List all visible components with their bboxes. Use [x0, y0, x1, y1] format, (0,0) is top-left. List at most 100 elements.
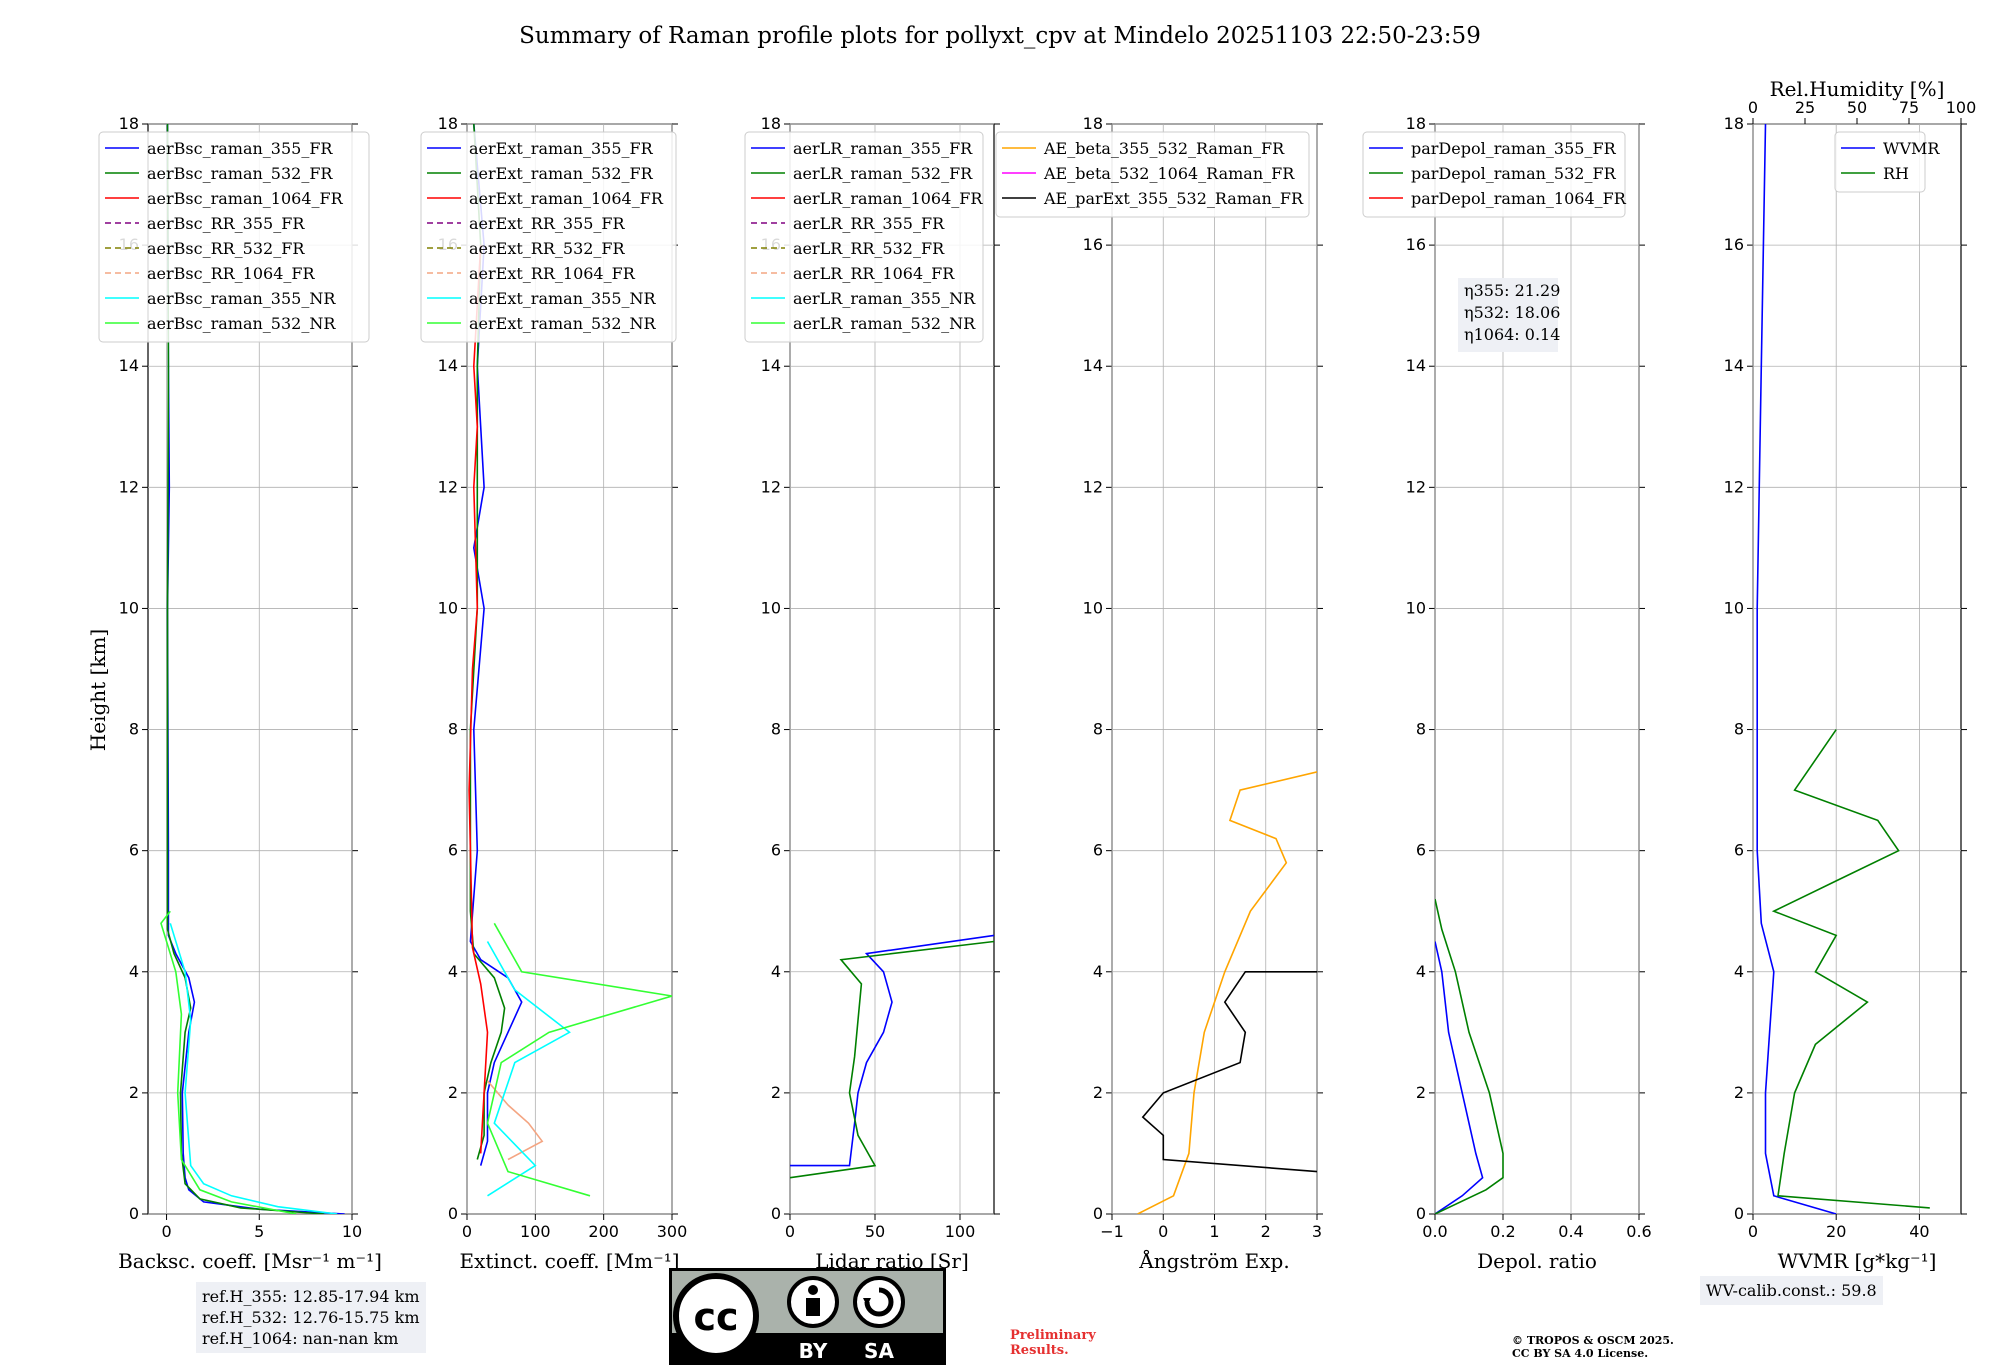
y-tick-label-bsc: 10 — [119, 598, 139, 617]
x-axis-label-bsc: Backsc. coeff. [Msr⁻¹ m⁻¹] — [118, 1249, 382, 1273]
copyright-line-1: © TROPOS & OSCM 2025. — [1512, 1334, 1674, 1347]
series-line-aerExt_raman_532_NR — [486, 922, 672, 1197]
ref-height-532: ref.H_532: 12.76-15.75 km — [202, 1308, 420, 1327]
y-tick-label-bsc: 2 — [129, 1083, 139, 1102]
y-tick-label-ext: 18 — [438, 114, 458, 133]
series-line-aerLR_raman_355_FR — [790, 934, 994, 1167]
legend-label-RH: RH — [1883, 164, 1909, 183]
y-tick-label-depol: 10 — [1406, 598, 1426, 617]
x-tick-label-wv: 20 — [1826, 1222, 1846, 1241]
x-tick-label-bsc: 10 — [342, 1222, 362, 1241]
y-tick-label-lr: 6 — [771, 841, 781, 860]
x-axis-label-ext: Extinct. coeff. [Mm⁻¹] — [459, 1249, 679, 1273]
panel-ext: 0246810121416180100200300Extinct. coeff.… — [420, 114, 687, 1273]
series-line-aerExt_RR_1064_FR — [486, 1080, 544, 1161]
series-line-AE_beta_355_532_Raman_FR — [1137, 771, 1317, 1214]
y-tick-label-lr: 2 — [771, 1083, 781, 1102]
y-tick-label-bsc: 12 — [119, 477, 139, 496]
legend-ext: aerExt_raman_355_FR aerExt_raman_532_FRae… — [420, 131, 677, 343]
y-tick-label-lr: 12 — [761, 477, 781, 496]
y-tick-label-depol: 14 — [1406, 356, 1426, 375]
wv-calib-const: WV-calib.const.: 59.8 — [1706, 1281, 1877, 1300]
legend-label-aerBsc_RR_355_FR: aerBsc_RR_355_FR — [147, 214, 305, 233]
series-group-wv — [1756, 124, 1930, 1214]
series-line-aerBsc_raman_532_NR — [160, 910, 297, 1214]
legend-label-aerBsc_raman_1064_FR: aerBsc_raman_1064_FR — [147, 189, 344, 208]
series-group-depol — [1435, 898, 1504, 1214]
y-tick-label-depol: 18 — [1406, 114, 1426, 133]
series-line-parDepol_raman_532_FR — [1435, 898, 1504, 1214]
legend-wv: WVMR RH — [1834, 131, 1940, 193]
ref-height-1064: ref.H_1064: nan-nan km — [202, 1329, 399, 1348]
y-tick-label-depol: 2 — [1416, 1083, 1426, 1102]
x-tick-label-ext: 200 — [588, 1222, 619, 1241]
y-tick-label-bsc: 14 — [119, 356, 139, 375]
y-tick-label-ext: 10 — [438, 598, 458, 617]
y-tick-label-bsc: 6 — [129, 841, 139, 860]
series-line-AE_parExt_355_532_Raman_FR — [1141, 970, 1317, 1173]
legend-label-aerLR_raman_532_NR: aerLR_raman_532_NR — [793, 314, 976, 333]
legend-box-depol — [1362, 131, 1626, 218]
y-tick-label-ext: 8 — [448, 720, 458, 739]
y-tick-label-ae: 14 — [1083, 356, 1103, 375]
y-tick-label-lr: 10 — [761, 598, 781, 617]
legend-label-aerExt_raman_355_FR: aerExt_raman_355_FR — [469, 139, 654, 158]
y-tick-label-wv: 12 — [1724, 477, 1744, 496]
x-tick-label-ext: 0 — [462, 1222, 472, 1241]
legend-label-aerBsc_raman_532_NR: aerBsc_raman_532_NR — [147, 314, 336, 333]
y-tick-label-lr: 8 — [771, 720, 781, 739]
series-group-bsc — [160, 124, 345, 1214]
legend-label-parDepol_raman_355_FR: parDepol_raman_355_FR — [1411, 139, 1617, 158]
legend-label-parDepol_raman_1064_FR: parDepol_raman_1064_FR — [1411, 189, 1627, 208]
wv-calib-box: WV-calib.const.: 59.8 — [1700, 1276, 1883, 1305]
axes-frame-wv — [1752, 123, 1962, 1215]
legend-label-AE_beta_532_1064_Raman_FR: AE_beta_532_1064_Raman_FR — [1043, 164, 1295, 183]
legend-label-aerExt_RR_1064_FR: aerExt_RR_1064_FR — [469, 264, 636, 283]
x-axis-label-wv: WVMR [g*kg⁻¹] — [1778, 1249, 1937, 1273]
panel-lr: 024681012141618050100Lidar ratio [Sr]aer… — [744, 114, 1000, 1273]
ref-height-355: ref.H_355: 12.85-17.94 km — [202, 1287, 420, 1306]
y-tick-label-ae: 0 — [1093, 1204, 1103, 1223]
series-line-aerExt_raman_355_NR — [486, 941, 571, 1197]
y-tick-label-wv: 18 — [1724, 114, 1744, 133]
copyright-note: © TROPOS & OSCM 2025. CC BY SA 4.0 Licen… — [1512, 1334, 1674, 1360]
eta-info-line: η355: 21.29 — [1464, 281, 1560, 300]
x-axis-label-ae: Ångström Exp. — [1138, 1248, 1289, 1273]
y-tick-label-wv: 8 — [1734, 720, 1744, 739]
y-tick-label-ae: 12 — [1083, 477, 1103, 496]
x-tick-label-depol: 0.2 — [1490, 1222, 1515, 1241]
y-tick-label-wv: 6 — [1734, 841, 1744, 860]
top-x-axis-label-wv: Rel.Humidity [%] — [1770, 77, 1945, 101]
top-x-tick-label-wv: 100 — [1946, 98, 1977, 117]
legend-lr: aerLR_raman_355_FR aerLR_raman_532_FR aerL… — [744, 131, 984, 343]
preliminary-line-2: Results. — [1010, 1343, 1069, 1358]
legend-label-aerExt_raman_532_FR: aerExt_raman_532_FR — [469, 164, 654, 183]
y-tick-label-wv: 16 — [1724, 235, 1744, 254]
top-x-tick-label-wv: 0 — [1748, 98, 1758, 117]
legend-box-ext — [420, 131, 677, 343]
legend-label-aerLR_RR_532_FR: aerLR_RR_532_FR — [793, 239, 945, 258]
top-x-tick-label-wv: 25 — [1795, 98, 1815, 117]
series-line-aerExt_raman_532_FR — [469, 124, 506, 1160]
series-line-aerExt_raman_355_FR — [469, 124, 523, 1166]
cc-icon — [673, 1273, 759, 1359]
legend-label-aerExt_RR_355_FR: aerExt_RR_355_FR — [469, 214, 626, 233]
legend-ae: AE_beta_355_532_Raman_FR AE_beta_532_1064… — [995, 131, 1310, 218]
y-tick-label-ae: 16 — [1083, 235, 1103, 254]
x-tick-label-lr: 0 — [785, 1222, 795, 1241]
legend-label-aerLR_raman_355_FR: aerLR_raman_355_FR — [793, 139, 973, 158]
series-line-RH — [1771, 729, 1930, 1209]
top-x-tick-label-wv: 75 — [1899, 98, 1919, 117]
legend-label-aerExt_raman_1064_FR: aerExt_raman_1064_FR — [469, 189, 664, 208]
series-line-WVMR — [1756, 124, 1837, 1214]
y-tick-label-wv: 10 — [1724, 598, 1744, 617]
series-line-aerExt_raman_1064_FR — [468, 245, 489, 1154]
y-tick-label-wv: 0 — [1734, 1204, 1744, 1223]
y-tick-label-depol: 0 — [1416, 1204, 1426, 1223]
panel-depol: 0 2 4 6 8 10 12 14 16 18 0.0 0.2 0.4 0.6 Depol. ratio p… — [1362, 114, 1652, 1273]
series-line-aerLR_raman_532_FR — [790, 940, 994, 1179]
sa-share-alike-icon — [853, 1276, 905, 1328]
eta-info-line: η1064: 0.14 — [1464, 325, 1560, 344]
